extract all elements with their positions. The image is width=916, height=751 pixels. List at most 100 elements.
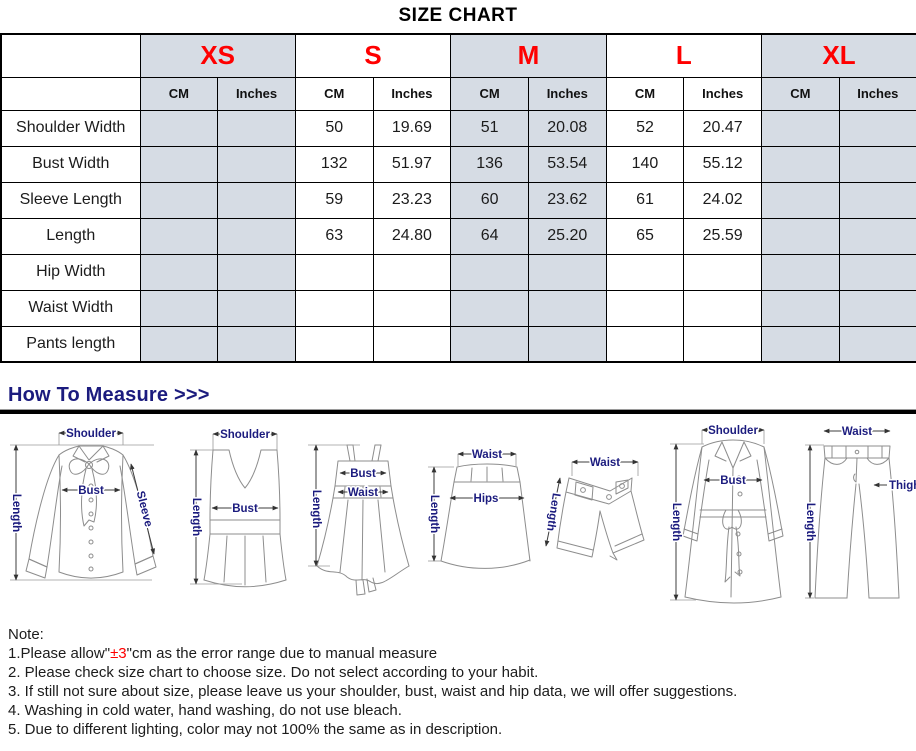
measure-label-sleeve: Sleeve	[134, 490, 154, 528]
cell: 25.20	[527, 217, 607, 255]
note-line-5: 5. Due to different lighting, color may …	[8, 721, 503, 738]
cell	[838, 325, 916, 363]
measure-figure-coat: Shoulder Bust Length	[669, 424, 784, 604]
note-line-3: 3. If still not sure about size, please …	[8, 683, 738, 700]
cell	[761, 109, 840, 147]
cell	[527, 325, 607, 363]
cell: 140	[605, 145, 685, 183]
cell	[372, 289, 452, 327]
cell: 51	[450, 109, 529, 147]
cell: 63	[294, 217, 374, 255]
cell	[217, 289, 296, 327]
cell: 25.59	[683, 217, 763, 255]
measure-label-waist: Waist	[472, 449, 502, 461]
cell: 24.80	[372, 217, 452, 255]
size-header-xs: XS	[139, 33, 296, 78]
size-header-xl: XL	[761, 33, 916, 78]
unit-cm: CM	[605, 76, 685, 111]
pants-drawing	[814, 445, 900, 599]
measure-label-length: Length	[428, 495, 440, 533]
unit-inches: Inches	[838, 76, 916, 111]
row-label: Waist Width	[0, 289, 141, 327]
cell	[838, 181, 916, 219]
cell: 20.47	[683, 109, 763, 147]
cell: 60	[450, 181, 529, 219]
note-error-range: ±3	[110, 645, 127, 662]
unit-cm: CM	[450, 76, 529, 111]
cell: 65	[605, 217, 685, 255]
size-header-m: M	[450, 33, 607, 78]
table-row-waist-width: Waist Width	[0, 289, 916, 327]
cell: 23.23	[372, 181, 452, 219]
unit-inches: Inches	[372, 76, 452, 111]
table-row-hip-width: Hip Width	[0, 253, 916, 291]
cell: 136	[450, 145, 529, 183]
coat-drawing	[682, 439, 784, 604]
cell	[605, 325, 685, 363]
unit-cm: CM	[139, 76, 219, 111]
cell	[761, 253, 840, 291]
cell: 23.62	[527, 181, 607, 219]
row-label: Sleeve Length	[0, 181, 141, 219]
measure-label-bust: Bust	[720, 475, 746, 487]
measure-label-shoulder: Shoulder	[220, 429, 270, 441]
note-line-1: 1.Please allow"±3"cm as the error range …	[8, 645, 438, 662]
cell: 51.97	[372, 145, 452, 183]
table-row-sleeve-length: Sleeve Length 59 23.23 60 23.62 61 24.02	[0, 181, 916, 219]
measure-label-length: Length	[310, 490, 322, 528]
cell	[372, 325, 452, 363]
corner-cell	[0, 76, 141, 111]
measure-figure-skirt: Waist Hips Length	[427, 448, 531, 569]
measure-label-bust: Bust	[350, 468, 376, 480]
unit-cm: CM	[761, 76, 840, 111]
cell	[683, 325, 763, 363]
cell	[761, 181, 840, 219]
measure-label-shoulder: Shoulder	[708, 425, 758, 437]
measure-label-length: Length	[10, 494, 22, 532]
tank-top-drawing	[203, 449, 287, 588]
row-label: Hip Width	[0, 253, 141, 291]
cell	[527, 289, 607, 327]
cell	[139, 145, 219, 183]
row-label: Shoulder Width	[0, 109, 141, 147]
cell: 20.08	[527, 109, 607, 147]
measure-label-length: Length	[544, 492, 562, 532]
unit-inches: Inches	[217, 76, 296, 111]
cell	[372, 253, 452, 291]
unit-inches: Inches	[527, 76, 607, 111]
cell: 59	[294, 181, 374, 219]
cell	[139, 109, 219, 147]
cell	[139, 253, 219, 291]
cell	[683, 253, 763, 291]
cell	[761, 325, 840, 363]
measure-label-length: Length	[670, 503, 682, 541]
measure-figure-blouse: Shoulder Length Bust Sleeve	[9, 427, 157, 581]
cell: 55.12	[683, 145, 763, 183]
cell	[450, 253, 529, 291]
cell	[761, 145, 840, 183]
measure-figure-pants: Waist Thigh Length	[803, 425, 916, 599]
cell	[838, 145, 916, 183]
how-to-measure-heading: How To Measure >>>	[8, 384, 210, 406]
measure-label-bust: Bust	[78, 485, 104, 497]
table-row-shoulder-width: Shoulder Width 50 19.69 51 20.08 52 20.4…	[0, 109, 916, 147]
cell: 50	[294, 109, 374, 147]
measure-figures: Shoulder Length Bust Sleeve Shoulder Len…	[0, 414, 916, 616]
cell	[450, 289, 529, 327]
cell	[527, 253, 607, 291]
cell	[605, 289, 685, 327]
table-row-pants-length: Pants length	[0, 325, 916, 363]
cell	[139, 217, 219, 255]
size-header-l: L	[605, 33, 763, 78]
row-label: Bust Width	[0, 145, 141, 183]
measure-label-waist: Waist	[842, 426, 872, 438]
note-line-2: 2. Please check size chart to choose siz…	[8, 664, 539, 681]
size-header-s: S	[294, 33, 452, 78]
measure-label-length: Length	[190, 498, 202, 536]
cell: 19.69	[372, 109, 452, 147]
cell	[294, 253, 374, 291]
measure-label-shoulder: Shoulder	[66, 428, 116, 440]
page-title: SIZE CHART	[398, 5, 518, 26]
notes-heading: Note:	[8, 626, 44, 643]
note-line-4: 4. Washing in cold water, hand washing, …	[8, 702, 402, 719]
